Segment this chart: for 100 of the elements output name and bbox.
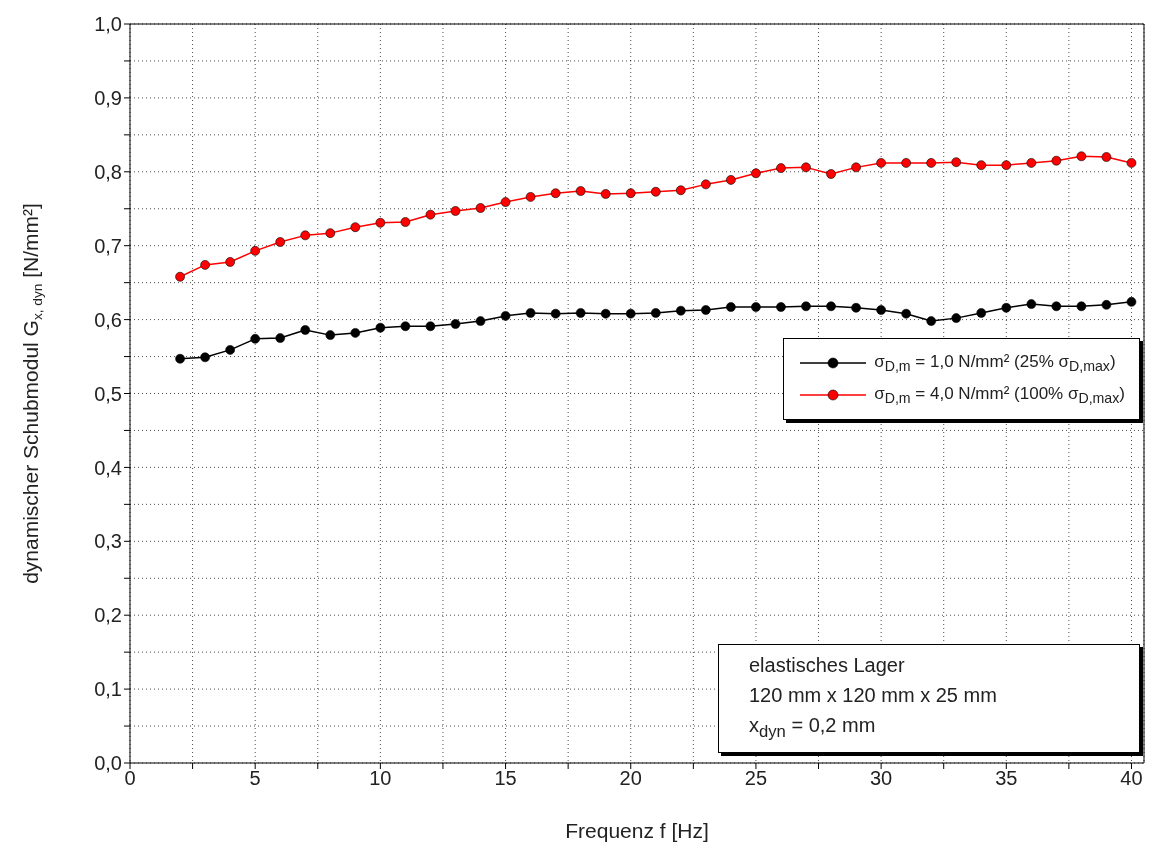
point [1076,301,1087,312]
x-tick-label: 0 [124,767,136,790]
y-tick-label: 0,5 [94,382,122,405]
point [550,308,561,319]
point [225,257,235,267]
point [1076,151,1087,162]
point [625,308,636,319]
y-tick-label: 0,2 [94,604,122,627]
point [751,168,761,179]
x-tick-label: 15 [494,767,517,790]
point [325,228,336,238]
x-tick-label: 25 [744,767,768,790]
point [175,353,185,364]
point [1026,299,1037,309]
point [300,325,311,335]
x-tick-label: 40 [1120,767,1143,790]
point [650,186,661,197]
point [550,188,561,199]
point [300,230,311,241]
point [976,308,987,318]
y-tick-label: 0,0 [94,752,122,775]
point [225,345,235,355]
point [525,308,536,318]
point [175,271,185,282]
annotation: 120 mm x 120 mm x 25 mm [749,683,998,708]
annotation: x$_{dyn}$ = 0,2 mm [749,713,877,743]
point [400,321,411,332]
point [801,162,811,173]
point [751,302,761,312]
point [801,301,811,312]
point [500,197,511,207]
point [1126,297,1137,307]
point [1101,300,1112,310]
point [575,186,586,196]
y-tick-label: 0,9 [94,87,122,109]
point [901,308,911,319]
point [350,222,361,233]
point [250,334,260,344]
point [1126,158,1137,168]
y-tick-label: 0,4 [94,456,122,479]
y-tick-label: 0,8 [94,160,122,183]
point [926,158,936,168]
point [776,163,786,173]
point [776,302,786,312]
point [350,328,361,338]
point [876,158,886,168]
point [200,260,210,270]
point [851,302,861,313]
point [876,305,886,315]
point [1101,152,1112,162]
point [701,179,711,190]
annotation: elastisches Lager [749,653,906,678]
point [1051,301,1062,312]
point [926,316,936,326]
x-tick-label: 35 [995,767,1018,790]
point [1026,158,1037,168]
point [1001,302,1012,313]
note-box: elastisches Lager 120 mm x 120 mm x 25 mm x$_{dyn}$ = 0,2 mm [718,644,1140,753]
y-tick-label: 1,0 [94,13,122,36]
point [475,203,486,213]
point [701,305,711,315]
point [250,246,260,256]
point [450,206,461,216]
x-tick-label: 20 [619,767,642,790]
y-tick-label: 0,7 [94,234,122,257]
point [625,188,636,199]
point [275,237,286,247]
point [901,158,911,168]
point [425,209,436,220]
point [851,162,861,173]
point [450,319,461,329]
point [600,189,611,199]
x-tick-label: 10 [369,767,392,790]
point [525,192,536,202]
point [325,330,336,340]
point [676,305,686,316]
point [400,217,411,227]
point [475,316,486,326]
legend-label: σ$_{D,m}$ = 1,0 N/mm² (25% σ$_{D,max}$) [874,351,1116,375]
point [425,321,436,332]
point [976,160,987,170]
x-tick-label: 30 [869,767,893,790]
legend-label: σ$_{D,m}$ = 4,0 N/mm² (100% σ$_{D,max}$) [874,383,1125,407]
x-tick-label: 5 [249,767,261,790]
point [1001,160,1012,170]
y-tick-label: 0,3 [94,530,122,553]
point [375,322,386,333]
point [826,301,836,312]
point [726,302,736,312]
x-axis-title: Frequenz f [Hz] [565,819,709,842]
point [200,352,210,363]
point [650,308,661,318]
point [600,308,611,319]
y-tick-label: 0,1 [94,678,122,701]
point [375,217,386,228]
y-tick-label: 0,6 [94,308,122,331]
point [726,175,736,185]
point [500,311,511,321]
point [275,333,286,343]
point [676,185,686,196]
